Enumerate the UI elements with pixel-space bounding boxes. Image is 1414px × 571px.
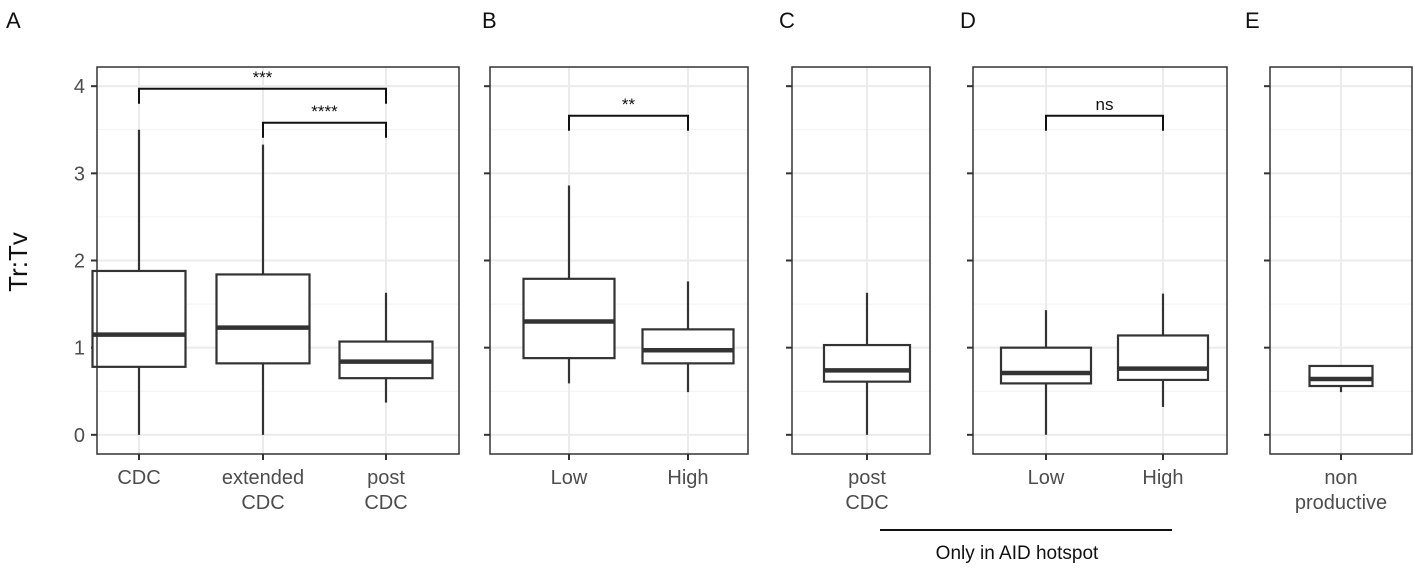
x-tick-label: Low: [551, 467, 588, 489]
footnote-text: Only in AID hotspot: [936, 543, 1099, 564]
x-tick-label-line: post: [367, 467, 405, 489]
y-axis-label: Tr:Tv: [3, 232, 33, 292]
significance-bracket: ns: [1045, 95, 1164, 131]
x-tick-label-line: CDC: [845, 492, 888, 514]
box-1: [822, 292, 912, 435]
box-body: [215, 273, 311, 365]
x-tick-label-line: Low: [551, 467, 588, 489]
panel-border: [791, 66, 931, 455]
box-body: [1116, 334, 1210, 382]
box-body: [522, 277, 616, 360]
panel-letter-d: D: [960, 8, 976, 33]
box-body: [999, 346, 1093, 385]
box-1: [1308, 364, 1374, 393]
x-tick-label-line: High: [667, 467, 708, 489]
x-tick-label: High: [1142, 467, 1183, 489]
y-tick-label: 1: [74, 338, 85, 360]
panel-letter-a: A: [6, 8, 21, 33]
box-1: [522, 185, 616, 384]
x-tick-label: post CDC: [364, 467, 407, 514]
x-tick-label: post CDC: [845, 467, 888, 514]
bracket-line: [138, 87, 387, 104]
box-1: [999, 310, 1093, 435]
panel-D: D Low High ns: [960, 8, 1228, 489]
box-1: [91, 129, 187, 435]
significance-bracket: ***: [138, 68, 387, 104]
x-tick-label-line: CDC: [364, 492, 407, 514]
x-tick-label-line: post: [848, 467, 886, 489]
box-2: [641, 281, 735, 393]
panel-letter-e: E: [1245, 8, 1260, 33]
panel-border: [1269, 66, 1413, 455]
panel-border: [96, 66, 460, 455]
significance-label: ***: [253, 68, 273, 87]
significance-label: **: [622, 95, 636, 114]
bracket-line: [262, 121, 387, 138]
box-body: [1308, 364, 1374, 388]
panel-border: [972, 66, 1228, 455]
x-tick-label-line: non: [1324, 467, 1357, 489]
box-body: [822, 343, 912, 383]
box-3: [338, 292, 434, 403]
x-tick-label: High: [667, 467, 708, 489]
y-tick-label: 0: [74, 425, 85, 447]
x-tick-label-line: High: [1142, 467, 1183, 489]
y-tick-label: 4: [74, 76, 85, 98]
panel-letter-c: C: [779, 8, 795, 33]
box-body: [641, 328, 735, 365]
x-tick-label-line: extended: [222, 467, 304, 489]
panel-border: [489, 66, 749, 455]
box-2: [215, 144, 311, 435]
y-tick-label: 2: [74, 251, 85, 273]
significance-label: ****: [311, 102, 338, 121]
x-tick-label: non productive: [1295, 467, 1387, 514]
x-tick-label: CDC: [117, 467, 160, 489]
bracket-line: [1045, 114, 1164, 131]
x-tick-label-line: CDC: [241, 492, 284, 514]
x-tick-label-line: CDC: [117, 467, 160, 489]
x-tick-label: Low: [1028, 467, 1065, 489]
x-tick-label-line: productive: [1295, 492, 1387, 514]
panel-B: B Low High **: [482, 8, 749, 489]
box-body: [91, 269, 187, 368]
x-tick-label: extended CDC: [222, 467, 304, 514]
panel-letter-b: B: [482, 8, 497, 33]
box-2: [1116, 293, 1210, 407]
significance-bracket: **: [568, 95, 689, 131]
x-tick-label-line: Low: [1028, 467, 1065, 489]
y-tick-label: 3: [74, 163, 85, 185]
significance-bracket: ****: [262, 102, 387, 138]
bracket-line: [568, 114, 689, 131]
significance-label: ns: [1096, 95, 1114, 114]
